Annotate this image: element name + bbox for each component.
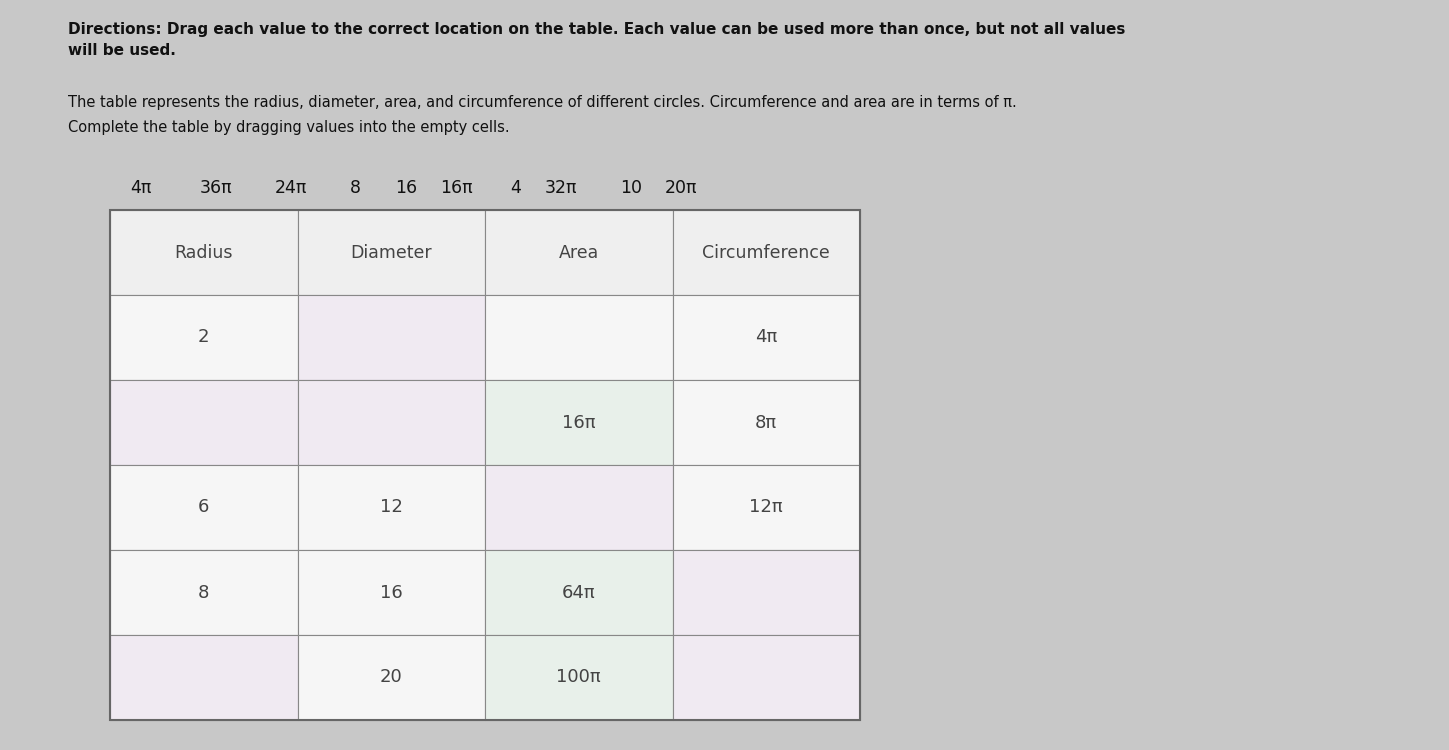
- Bar: [485, 465, 672, 550]
- Bar: [297, 635, 485, 720]
- Text: 24π: 24π: [275, 179, 307, 197]
- Text: Radius: Radius: [174, 244, 233, 262]
- Bar: [672, 465, 861, 550]
- Bar: [297, 295, 485, 380]
- Text: 16π: 16π: [440, 179, 472, 197]
- Text: Complete the table by dragging values into the empty cells.: Complete the table by dragging values in…: [68, 120, 510, 135]
- Bar: [485, 210, 672, 295]
- Text: 8: 8: [351, 179, 361, 197]
- Bar: [672, 210, 861, 295]
- Text: 20: 20: [380, 668, 403, 686]
- Text: 8π: 8π: [755, 413, 777, 431]
- Bar: [672, 550, 861, 635]
- Bar: [110, 210, 861, 720]
- Text: 12π: 12π: [749, 499, 782, 517]
- Text: 4π: 4π: [755, 328, 777, 346]
- Text: 2: 2: [199, 328, 210, 346]
- Bar: [485, 380, 672, 465]
- Bar: [110, 295, 297, 380]
- Text: 100π: 100π: [556, 668, 601, 686]
- Text: 10: 10: [620, 179, 642, 197]
- Text: The table represents the radius, diameter, area, and circumference of different : The table represents the radius, diamete…: [68, 95, 1017, 110]
- Bar: [672, 295, 861, 380]
- Text: 64π: 64π: [562, 584, 596, 602]
- Bar: [297, 380, 485, 465]
- Bar: [485, 295, 672, 380]
- Text: 8: 8: [199, 584, 210, 602]
- Text: Circumference: Circumference: [703, 244, 830, 262]
- Bar: [110, 635, 297, 720]
- Bar: [672, 380, 861, 465]
- Text: 16: 16: [380, 584, 403, 602]
- Bar: [110, 210, 297, 295]
- Text: 6: 6: [199, 499, 210, 517]
- Text: 32π: 32π: [545, 179, 578, 197]
- Bar: [110, 550, 297, 635]
- Bar: [297, 465, 485, 550]
- Text: 12: 12: [380, 499, 403, 517]
- Text: 16: 16: [396, 179, 417, 197]
- Bar: [297, 210, 485, 295]
- Bar: [485, 550, 672, 635]
- Bar: [110, 380, 297, 465]
- Text: 20π: 20π: [665, 179, 697, 197]
- Text: Directions: Drag each value to the correct location on the table. Each value can: Directions: Drag each value to the corre…: [68, 22, 1126, 58]
- Text: 16π: 16π: [562, 413, 596, 431]
- Bar: [110, 465, 297, 550]
- Text: 4π: 4π: [130, 179, 151, 197]
- Bar: [297, 550, 485, 635]
- Text: 36π: 36π: [200, 179, 233, 197]
- Text: Diameter: Diameter: [351, 244, 432, 262]
- Text: Area: Area: [559, 244, 598, 262]
- Bar: [672, 635, 861, 720]
- Text: 4: 4: [510, 179, 520, 197]
- Bar: [485, 635, 672, 720]
